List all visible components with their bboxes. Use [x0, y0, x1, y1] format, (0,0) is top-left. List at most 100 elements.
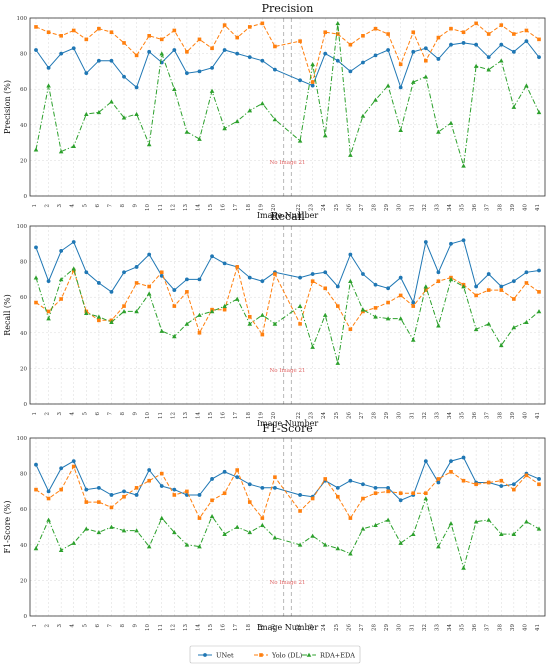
- x-tick-label: 4: [70, 412, 76, 416]
- data-point-rda-eda: [498, 58, 504, 63]
- x-tick-label: 40: [522, 204, 528, 211]
- legend-marker-rda-eda: [306, 652, 312, 657]
- data-point-yolo-dl-: [298, 322, 302, 326]
- data-point-yolo-dl-: [486, 480, 491, 485]
- data-point-unet: [210, 65, 214, 70]
- x-tick-label: 7: [107, 624, 113, 628]
- x-tick-label: 7: [107, 204, 113, 208]
- data-point-rda-eda: [473, 63, 479, 68]
- data-point-rda-eda: [436, 323, 441, 328]
- data-point-yolo-dl-: [474, 482, 478, 487]
- data-point-unet: [71, 459, 76, 464]
- data-point-unet: [71, 240, 76, 244]
- data-point-rda-eda: [410, 79, 416, 84]
- data-point-unet: [323, 51, 328, 56]
- x-tick-label: 19: [258, 412, 264, 419]
- data-point-yolo-dl-: [172, 304, 177, 308]
- data-point-unet: [411, 300, 416, 305]
- x-tick-label: 39: [510, 624, 516, 631]
- x-tick-label: 19: [258, 204, 264, 211]
- data-point-yolo-dl-: [247, 314, 252, 319]
- x-tick-label: 38: [497, 412, 503, 419]
- data-point-unet: [411, 49, 416, 54]
- x-tick-label: 7: [107, 412, 113, 416]
- x-tick-label: 27: [359, 204, 365, 211]
- data-point-rda-eda: [222, 126, 227, 131]
- data-point-yolo-dl-: [46, 30, 51, 35]
- data-point-rda-eda: [310, 344, 315, 349]
- data-point-rda-eda: [360, 113, 366, 118]
- x-tick-label: 17: [233, 204, 239, 211]
- data-point-unet: [159, 273, 164, 278]
- data-point-yolo-dl-: [499, 478, 504, 483]
- data-point-unet: [96, 485, 101, 490]
- x-tick-label: 23: [309, 624, 315, 631]
- data-point-rda-eda: [410, 531, 416, 536]
- y-tick-label: 100: [17, 224, 28, 230]
- data-point-yolo-dl-: [310, 496, 315, 501]
- data-point-unet: [134, 265, 139, 269]
- data-point-yolo-dl-: [109, 505, 114, 510]
- x-axis-label: Image Number: [257, 211, 319, 220]
- data-point-rda-eda: [536, 526, 542, 531]
- data-point-yolo-dl-: [46, 309, 51, 314]
- data-point-unet: [499, 484, 504, 488]
- data-point-yolo-dl-: [310, 80, 315, 84]
- data-point-yolo-dl-: [97, 318, 101, 323]
- data-point-yolo-dl-: [348, 516, 353, 520]
- data-point-yolo-dl-: [134, 53, 139, 58]
- data-point-rda-eda: [524, 319, 529, 324]
- x-tick-label: 24: [321, 624, 327, 631]
- x-tick-label: 9: [133, 204, 139, 208]
- data-point-unet: [511, 279, 516, 284]
- y-tick-label: 80: [20, 52, 27, 58]
- x-tick-label: 4: [70, 624, 76, 628]
- panel-title: Recall: [270, 210, 305, 223]
- x-tick-label: 33: [434, 204, 440, 211]
- data-point-unet: [323, 270, 328, 275]
- data-point-unet: [172, 487, 177, 492]
- data-point-unet: [348, 478, 353, 483]
- data-point-rda-eda: [436, 544, 441, 549]
- data-point-rda-eda: [322, 312, 328, 317]
- data-point-rda-eda: [536, 309, 542, 314]
- data-point-rda-eda: [121, 115, 127, 120]
- data-point-rda-eda: [423, 74, 429, 79]
- data-point-rda-eda: [71, 143, 77, 148]
- x-tick-label: 27: [359, 624, 365, 631]
- data-point-unet: [486, 55, 491, 60]
- x-tick-label: 23: [309, 204, 315, 211]
- data-point-yolo-dl-: [185, 50, 189, 54]
- data-point-rda-eda: [71, 540, 77, 545]
- x-tick-label: 31: [409, 624, 415, 631]
- data-point-unet: [499, 284, 504, 289]
- data-point-unet: [335, 284, 340, 289]
- data-point-rda-eda: [322, 133, 328, 138]
- data-point-yolo-dl-: [449, 470, 453, 474]
- data-point-rda-eda: [33, 546, 39, 551]
- x-tick-label: 35: [460, 624, 466, 631]
- series-line-yolo-dl-: [35, 265, 540, 336]
- x-tick-label: 38: [497, 624, 503, 631]
- x-tick-label: 30: [397, 624, 403, 631]
- x-tick-label: 3: [57, 624, 63, 628]
- x-tick-label: 35: [460, 412, 466, 419]
- data-point-rda-eda: [109, 319, 114, 324]
- data-point-unet: [235, 51, 240, 56]
- data-point-unet: [273, 485, 277, 490]
- data-point-rda-eda: [109, 99, 114, 104]
- x-tick-label: 9: [133, 412, 139, 416]
- data-point-yolo-dl-: [512, 32, 516, 36]
- data-point-unet: [298, 78, 302, 83]
- y-tick-label: 20: [20, 578, 27, 584]
- data-point-yolo-dl-: [411, 30, 416, 35]
- y-axis-label: Precision (%): [3, 80, 12, 134]
- x-tick-label: 39: [510, 204, 516, 211]
- data-point-unet: [511, 482, 516, 487]
- x-tick-label: 8: [120, 412, 126, 416]
- data-point-rda-eda: [84, 310, 89, 316]
- x-tick-label: 37: [485, 412, 491, 419]
- data-point-yolo-dl-: [474, 293, 478, 298]
